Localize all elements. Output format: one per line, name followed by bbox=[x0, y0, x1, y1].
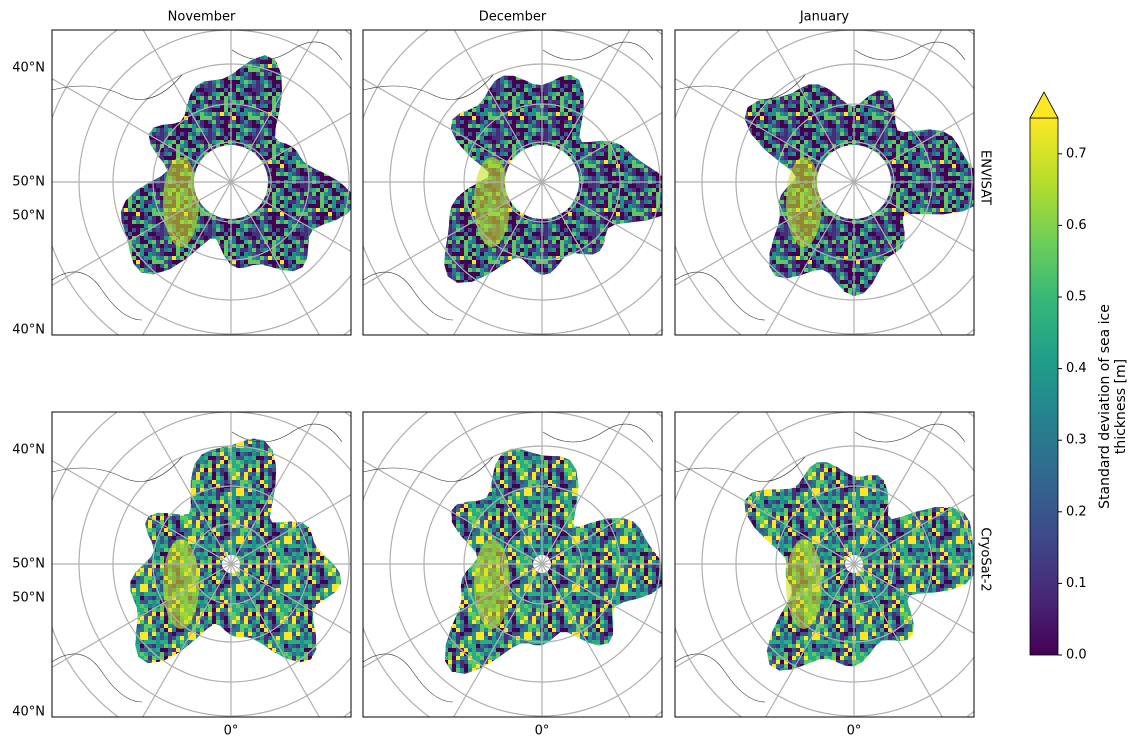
map-panel bbox=[51, 411, 352, 718]
panel-frame bbox=[362, 411, 663, 718]
map-content bbox=[675, 30, 974, 335]
colorbar-label: Standard deviation of sea ice bbox=[1097, 304, 1113, 509]
row-label: CryoSat-2 bbox=[978, 527, 993, 591]
column-title: November bbox=[168, 10, 236, 25]
panel-frame bbox=[362, 29, 663, 336]
yellow-edge bbox=[163, 157, 199, 247]
map-panel bbox=[362, 29, 663, 336]
lon-label: 0° bbox=[535, 724, 550, 739]
yellow-edge bbox=[786, 539, 822, 629]
colorbar-tick-label: 0.0 bbox=[1066, 648, 1087, 663]
yellow-edge bbox=[786, 157, 822, 247]
map-content bbox=[363, 30, 662, 335]
lat-label: 40°N bbox=[12, 443, 45, 458]
panel-frame bbox=[674, 29, 975, 336]
lat-label: 50°N bbox=[12, 557, 45, 572]
column-title: January bbox=[799, 10, 850, 25]
coastline bbox=[363, 41, 654, 321]
row-label: ENVISAT bbox=[978, 150, 993, 205]
coastline bbox=[52, 41, 343, 321]
meridian bbox=[453, 30, 632, 335]
meridian bbox=[765, 30, 944, 335]
colorbar-label: thickness [m] bbox=[1113, 359, 1129, 454]
map-panel bbox=[362, 411, 663, 718]
map-content bbox=[675, 412, 974, 717]
colorbar-tick-label: 0.1 bbox=[1066, 576, 1087, 591]
map-content bbox=[52, 30, 351, 335]
coastline bbox=[363, 423, 654, 703]
colorbar-extend bbox=[1029, 91, 1059, 119]
yellow-edge bbox=[474, 157, 510, 247]
lat-label: 50°N bbox=[12, 175, 45, 190]
colorbar-tick-label: 0.5 bbox=[1066, 290, 1087, 305]
colorbar-tick-label: 0.6 bbox=[1066, 218, 1087, 233]
colorbar-tick-label: 0.2 bbox=[1066, 504, 1087, 519]
colorbar bbox=[1029, 117, 1059, 656]
meridian bbox=[453, 412, 632, 717]
coastline bbox=[675, 41, 966, 321]
lon-label: 0° bbox=[224, 724, 239, 739]
colorbar-tick-label: 0.4 bbox=[1066, 361, 1087, 376]
lat-label: 50°N bbox=[12, 591, 45, 606]
column-title: December bbox=[479, 10, 547, 25]
map-content bbox=[52, 412, 351, 717]
meridian bbox=[142, 412, 321, 717]
panel-frame bbox=[51, 29, 352, 336]
lat-label: 40°N bbox=[12, 705, 45, 720]
coastline bbox=[52, 423, 343, 703]
colorbar-tick-label: 0.7 bbox=[1066, 146, 1087, 161]
panel-frame bbox=[674, 411, 975, 718]
yellow-edge bbox=[163, 539, 199, 629]
sea-ice bbox=[130, 438, 342, 664]
meridian bbox=[142, 30, 321, 335]
meridian bbox=[765, 412, 944, 717]
map-panel bbox=[674, 411, 975, 718]
map-content bbox=[363, 412, 662, 717]
lat-label: 40°N bbox=[12, 61, 45, 76]
lat-label: 50°N bbox=[12, 209, 45, 224]
colorbar-tick-label: 0.3 bbox=[1066, 433, 1087, 448]
yellow-edge bbox=[474, 539, 510, 629]
lon-label: 0° bbox=[847, 724, 862, 739]
lat-label: 40°N bbox=[12, 323, 45, 338]
coastline bbox=[675, 423, 966, 703]
map-panel bbox=[51, 29, 352, 336]
panel-frame bbox=[51, 411, 352, 718]
map-panel bbox=[674, 29, 975, 336]
